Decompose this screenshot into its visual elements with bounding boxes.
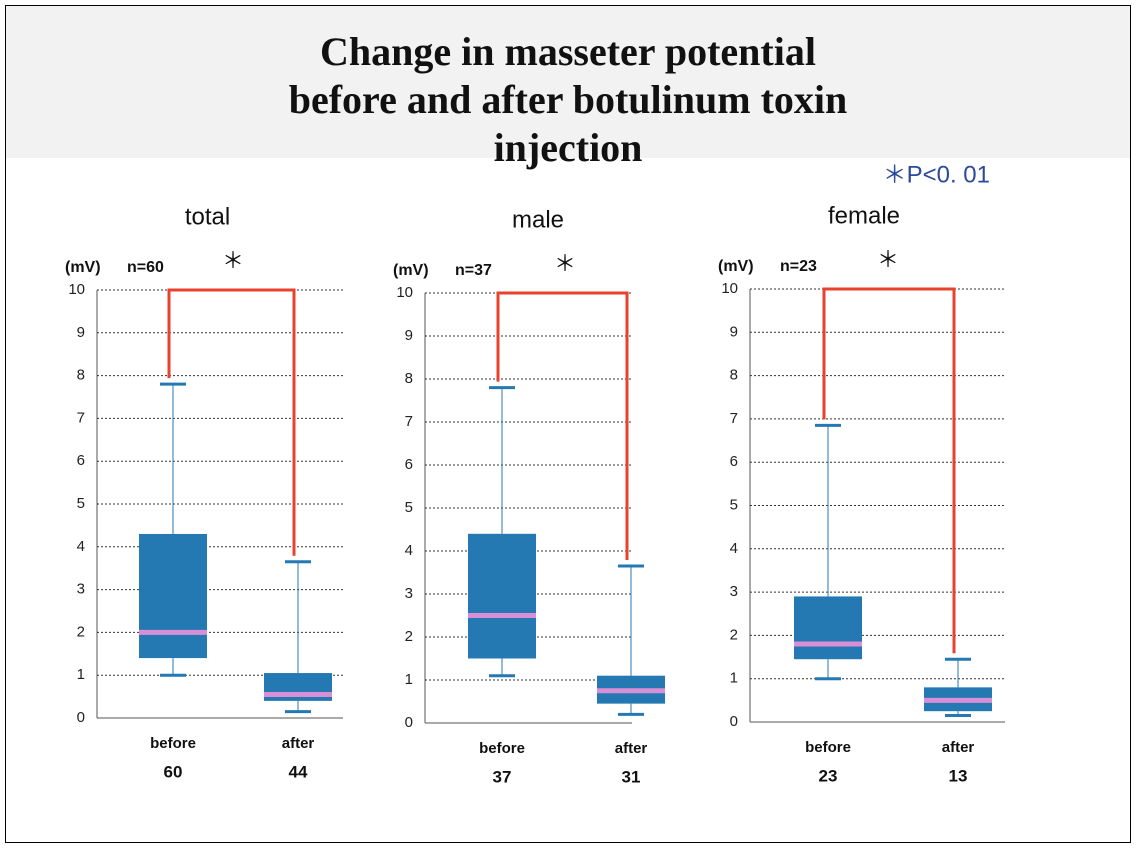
chart-title: female bbox=[828, 202, 900, 229]
y-tick-label: 10 bbox=[721, 280, 738, 297]
n-label: n=60 bbox=[127, 259, 164, 276]
y-tick-label: 6 bbox=[77, 452, 85, 469]
significance: ＊ bbox=[877, 247, 899, 272]
category-label: after bbox=[615, 740, 648, 757]
y-tick-label: 4 bbox=[77, 538, 85, 555]
category-label: after bbox=[282, 735, 315, 752]
significance-bracket bbox=[822, 287, 956, 654]
category-label: before bbox=[479, 740, 525, 757]
y-tick-label: 5 bbox=[730, 496, 738, 513]
significance-bracket bbox=[496, 291, 629, 561]
y-tick-label: 2 bbox=[77, 623, 85, 640]
y-tick-label: 0 bbox=[405, 714, 413, 731]
y-tick-label: 6 bbox=[405, 456, 413, 473]
slide: Change in masseter potential before and … bbox=[5, 5, 1131, 843]
y-tick-label: 8 bbox=[77, 367, 85, 384]
box bbox=[794, 596, 862, 660]
title: Change in masseter potential before and … bbox=[288, 29, 848, 170]
significance-bracket bbox=[167, 288, 296, 556]
y-tick-label: 10 bbox=[68, 281, 85, 298]
y-tick-label: 3 bbox=[730, 583, 738, 600]
y-tick-label: 3 bbox=[77, 581, 85, 598]
count-label: 23 bbox=[819, 766, 838, 785]
y-tick-label: 7 bbox=[730, 410, 738, 427]
y-tick-label: 2 bbox=[730, 626, 738, 643]
n-label: n=23 bbox=[780, 258, 817, 275]
y-tick-label: 5 bbox=[405, 499, 413, 516]
count-label: 37 bbox=[493, 767, 512, 786]
count-label: 60 bbox=[164, 762, 183, 781]
y-tick-label: 0 bbox=[77, 709, 85, 726]
y-tick-label: 9 bbox=[730, 323, 738, 340]
y-tick-label: 10 bbox=[396, 284, 413, 301]
y-tick-label: 2 bbox=[405, 628, 413, 645]
count-label: 13 bbox=[949, 766, 968, 785]
y-tick-label: 1 bbox=[77, 666, 85, 683]
y-tick-label: 9 bbox=[405, 327, 413, 344]
y-unit: (mV) bbox=[393, 262, 429, 279]
y-unit: (mV) bbox=[718, 258, 754, 275]
significance: ＊ bbox=[222, 248, 244, 273]
y-tick-label: 5 bbox=[77, 495, 85, 512]
y-tick-label: 7 bbox=[405, 413, 413, 430]
header: Change in masseter potential before and … bbox=[6, 6, 1130, 170]
y-tick-label: 0 bbox=[730, 713, 738, 730]
y-tick-label: 1 bbox=[405, 671, 413, 688]
category-label: before bbox=[150, 735, 196, 752]
y-tick-label: 9 bbox=[77, 324, 85, 341]
box bbox=[468, 533, 536, 659]
y-tick-label: 1 bbox=[730, 670, 738, 687]
count-label: 31 bbox=[622, 767, 641, 786]
y-tick-label: 8 bbox=[405, 370, 413, 387]
note: ＊P<0. 01 bbox=[883, 161, 990, 188]
y-tick-label: 8 bbox=[730, 367, 738, 384]
y-tick-label: 6 bbox=[730, 453, 738, 470]
count-label: 44 bbox=[289, 762, 308, 781]
y-tick-label: 7 bbox=[77, 409, 85, 426]
y-tick-label: 4 bbox=[405, 542, 413, 559]
significance: ＊ bbox=[554, 251, 576, 276]
y-tick-label: 4 bbox=[730, 540, 738, 557]
y-unit: (mV) bbox=[65, 259, 101, 276]
box bbox=[139, 533, 207, 659]
category-label: before bbox=[805, 739, 851, 756]
n-label: n=37 bbox=[455, 262, 492, 279]
chart-title: total bbox=[185, 203, 230, 230]
chart-title: male bbox=[512, 206, 564, 233]
y-tick-label: 3 bbox=[405, 585, 413, 602]
category-label: after bbox=[942, 739, 975, 756]
